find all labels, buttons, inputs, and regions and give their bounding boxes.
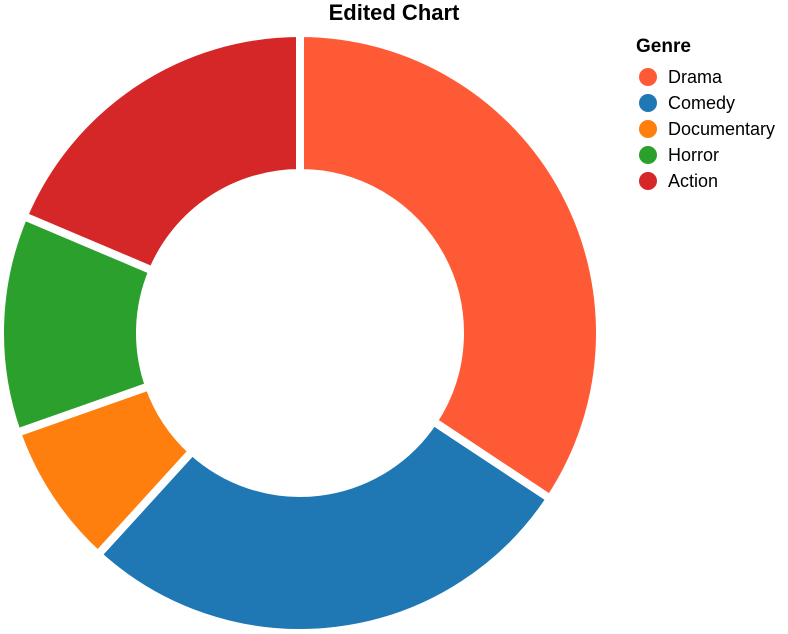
legend-label: Drama bbox=[668, 67, 723, 87]
legend-swatch bbox=[639, 172, 657, 190]
legend-swatch bbox=[639, 68, 657, 86]
legend-item-action: Action bbox=[639, 171, 718, 191]
donut-slices bbox=[0, 29, 604, 634]
slice-drama bbox=[296, 29, 604, 503]
legend-swatch bbox=[639, 120, 657, 138]
legend-item-documentary: Documentary bbox=[639, 119, 775, 139]
legend-swatch bbox=[639, 146, 657, 164]
slice-action bbox=[19, 29, 304, 275]
legend: Drama Comedy Documentary Horror Action bbox=[639, 67, 775, 191]
legend-label: Action bbox=[668, 171, 718, 191]
legend-label: Horror bbox=[668, 145, 719, 165]
legend-item-drama: Drama bbox=[639, 67, 723, 87]
legend-item-horror: Horror bbox=[639, 145, 719, 165]
legend-label: Comedy bbox=[668, 93, 735, 113]
legend-swatch bbox=[639, 94, 657, 112]
legend-item-comedy: Comedy bbox=[639, 93, 735, 113]
chart-title: Edited Chart bbox=[329, 0, 460, 25]
legend-title: Genre bbox=[636, 36, 691, 57]
legend-label: Documentary bbox=[668, 119, 775, 139]
slice-comedy bbox=[93, 417, 555, 634]
